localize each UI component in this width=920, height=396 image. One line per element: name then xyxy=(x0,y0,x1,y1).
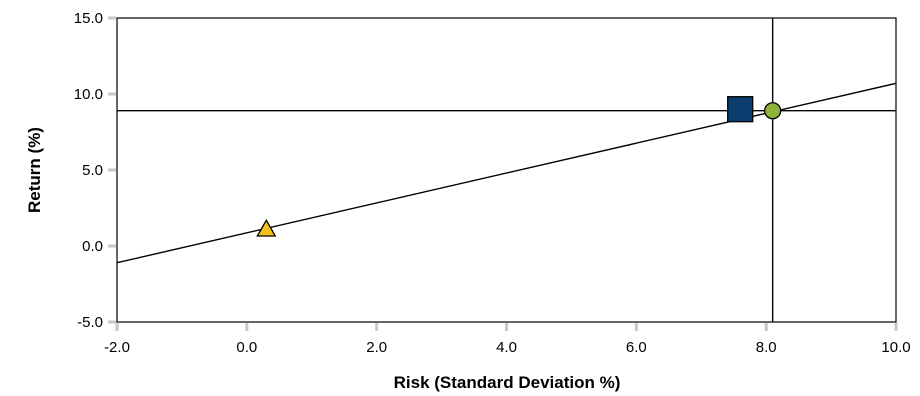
x-tick-label: 2.0 xyxy=(366,339,387,356)
x-tick-label: 8.0 xyxy=(756,339,777,356)
y-tick-label: 5.0 xyxy=(82,162,103,179)
y-tick-label: 10.0 xyxy=(74,86,103,103)
x-tick-label: -2.0 xyxy=(104,339,130,356)
y-tick-label: -5.0 xyxy=(77,314,103,331)
y-axis-title: Return (%) xyxy=(25,127,44,213)
square-point xyxy=(727,96,754,123)
triangle-point xyxy=(256,218,277,237)
x-tick-label: 4.0 xyxy=(496,339,517,356)
circle-point xyxy=(764,102,782,120)
x-tick-label: 6.0 xyxy=(626,339,647,356)
plot-area xyxy=(116,17,897,323)
plot-frame xyxy=(116,17,897,323)
reference-lines xyxy=(116,18,897,322)
data-points xyxy=(256,96,782,237)
x-tick-label: 0.0 xyxy=(236,339,257,356)
x-axis-title: Risk (Standard Deviation %) xyxy=(394,373,621,392)
axis-ticks: -5.0 0.0 5.0 10.0 15.0 -2.0 0.0 2.0 4.0 6.0 8.0 10.… xyxy=(74,10,911,356)
y-tick-label: 15.0 xyxy=(74,10,103,27)
x-tick-label: 10.0 xyxy=(881,339,910,356)
y-tick-label: 0.0 xyxy=(82,238,103,255)
